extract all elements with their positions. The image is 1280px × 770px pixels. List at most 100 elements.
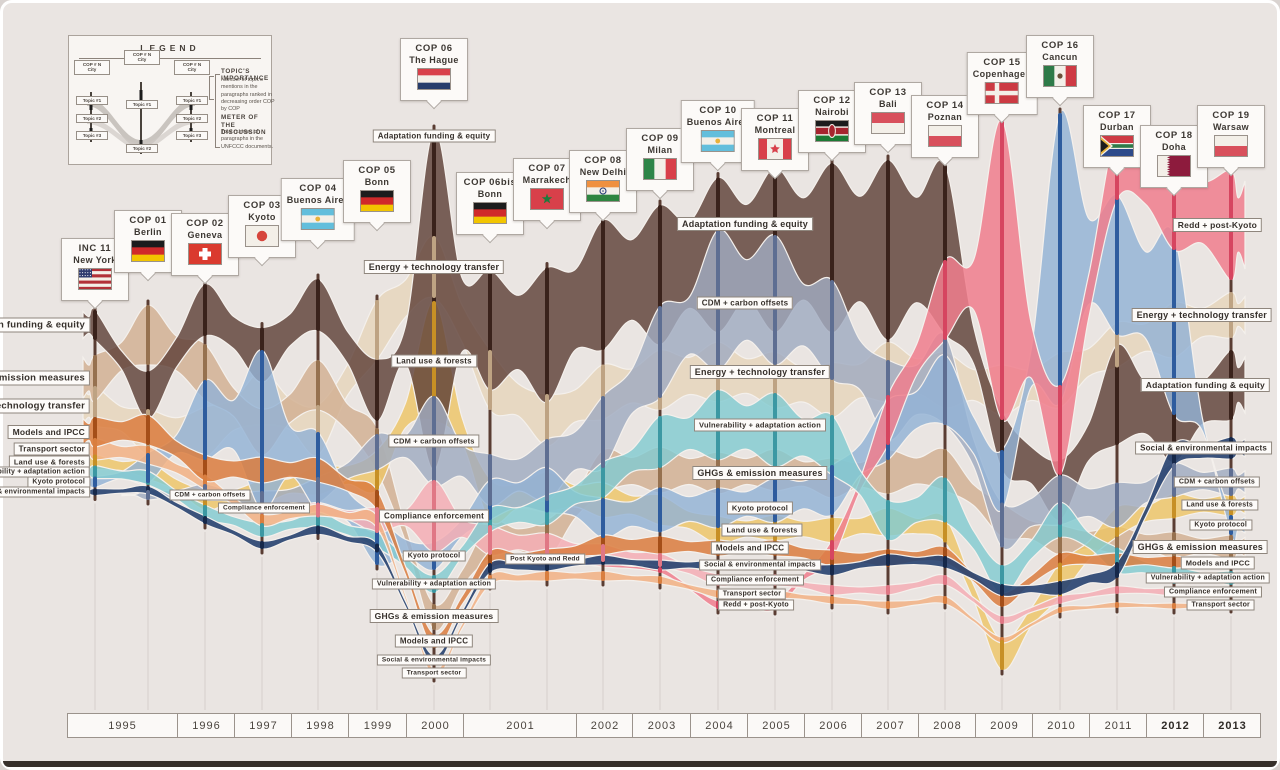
- legend-importance-text: Number of topic's mentions in the paragr…: [221, 77, 275, 113]
- topic-label: Transport sector: [401, 667, 467, 679]
- legend-bracket-importance: [209, 76, 214, 100]
- topic-label: Transport sector: [13, 442, 90, 456]
- topic-label: Social & environmental impacts: [1135, 441, 1272, 455]
- cop-city: Milan: [647, 145, 673, 155]
- axis-year-1998: 1998: [291, 714, 349, 737]
- cop-number: COP 04: [299, 183, 337, 194]
- topic-label: GHGs & emission measures: [0, 370, 90, 386]
- cop-number: COP 02: [186, 218, 224, 229]
- legend-mini-topic-box: Topic #1: [76, 96, 108, 106]
- cop-callout-cop18: COP 18 Doha: [1140, 125, 1208, 196]
- topic-label: Social & environmental impacts: [699, 559, 821, 571]
- flag-it-icon: [643, 158, 678, 180]
- topic-label: GHGs & emission measures: [369, 609, 499, 623]
- legend-mini-topic-box: Topic #1: [176, 96, 208, 106]
- cop-number: COP 06bis: [463, 177, 517, 188]
- cop-city: New Delhi: [579, 167, 627, 177]
- cop-number: COP 08: [584, 155, 622, 166]
- axis-year-2010: 2010: [1032, 714, 1090, 737]
- axis-year-2001: 2001: [463, 714, 577, 737]
- cop-city: Warsaw: [1212, 122, 1250, 132]
- topic-label: Land use & forests: [721, 523, 803, 537]
- flag-de-icon: [473, 202, 507, 225]
- cop-number: COP 09: [641, 133, 679, 144]
- axis-year-2000: 2000: [406, 714, 464, 737]
- legend-bracket-meter: [215, 74, 220, 148]
- flag-ma-icon: [530, 188, 564, 210]
- topic-label: Energy + technology transfer: [689, 365, 831, 379]
- cop-callout-cop06bis: COP 06bis Bonn: [456, 172, 524, 243]
- topic-label: CDM + carbon offsets: [169, 489, 251, 501]
- cop-callout-cop05: COP 05 Bonn: [343, 160, 411, 231]
- cop-city: Nairobi: [815, 107, 849, 117]
- topic-label: Kyoto protocol: [402, 550, 466, 562]
- topic-label: Social & environmental impacts: [0, 486, 90, 498]
- flag-nl-icon: [417, 68, 451, 91]
- cop-number: COP 03: [243, 200, 281, 211]
- cop-city: Bali: [878, 99, 898, 109]
- axis-year-2002: 2002: [576, 714, 633, 737]
- cop-city: Doha: [1161, 142, 1187, 152]
- axis-year-2006: 2006: [804, 714, 862, 737]
- topic-label: GHGs & emission measures: [1132, 540, 1268, 554]
- bottom-edge-strip: [3, 761, 1277, 767]
- topic-label: GHGs & emission measures: [692, 466, 828, 480]
- topic-label: CDM + carbon offsets: [388, 434, 480, 448]
- topic-label: Kyoto protocol: [726, 501, 794, 515]
- flag-mx-icon: [1043, 65, 1078, 87]
- legend-meter-title: METER OF THE DISCUSSION: [221, 114, 267, 137]
- flag-ar-icon: [700, 130, 735, 153]
- cop-callout-cop14: COP 14 Poznan: [911, 95, 979, 166]
- flag-pl-icon: [928, 125, 962, 148]
- legend-importance-title: TOPIC'S IMPORTANCE: [221, 68, 269, 82]
- topic-label: Compliance enforcement: [1163, 586, 1262, 598]
- cop-number: COP 12: [813, 95, 851, 106]
- cop-city: New York: [73, 255, 117, 265]
- axis-year-2005: 2005: [747, 714, 805, 737]
- year-axis: 1995 1996 1997 1998 1999 2000 2001 2002 2003 2004…: [67, 713, 1261, 738]
- axis-year-1997: 1997: [234, 714, 292, 737]
- flag-us-icon: [78, 268, 112, 291]
- cop-city: Cancun: [1042, 52, 1078, 62]
- cop-callout-cop11: COP 11 Montreal: [741, 108, 809, 179]
- flag-qa-icon: [1157, 155, 1191, 177]
- flag-in-icon: [586, 180, 620, 203]
- cop-callout-cop01: COP 01 Berlin: [114, 210, 182, 281]
- axis-year-2009: 2009: [975, 714, 1033, 737]
- axis-year-2011: 2011: [1089, 714, 1147, 737]
- flag-ca-icon: [758, 138, 792, 160]
- cop-number: COP 13: [869, 87, 907, 98]
- flag-id-icon: [871, 112, 905, 135]
- legend-box: LEGEND COP # N City COP # N City COP # N City…: [68, 35, 275, 165]
- topic-label: Compliance enforcement: [705, 574, 805, 586]
- topic-label: Redd + post-Kyoto: [718, 599, 794, 611]
- topic-label: Transport sector: [1186, 599, 1255, 611]
- topic-label: Energy + technology transfer: [363, 260, 505, 274]
- legend-mini-cop-box: COP # N City: [174, 60, 210, 75]
- cop-callout-cop16: COP 16 Cancun: [1026, 35, 1094, 106]
- cop-callout-cop17: COP 17 Durban: [1083, 105, 1151, 176]
- cop-number: COP 16: [1041, 40, 1079, 51]
- cop-city: Marrakech: [522, 175, 572, 185]
- topic-label: Vulnerability + adaptation action: [371, 578, 497, 590]
- flag-ar-icon: [300, 208, 335, 231]
- topic-label: CDM + carbon offsets: [1173, 476, 1260, 488]
- flag-de-icon: [360, 190, 394, 213]
- topic-label: Transport sector: [717, 588, 787, 600]
- cop-number: COP 15: [983, 57, 1021, 68]
- topic-label: Compliance enforcement: [379, 509, 489, 523]
- topic-label: Models and IPCC: [394, 634, 474, 648]
- topic-label: Models and IPCC: [710, 541, 790, 555]
- cop-city: Bonn: [364, 177, 390, 187]
- cop-callout-cop02: COP 02 Geneva: [171, 213, 239, 284]
- cop-city: Durban: [1100, 122, 1134, 132]
- topic-label: Vulnerability + adaptation action: [1145, 572, 1270, 584]
- cop-city: The Hague: [409, 55, 459, 65]
- topic-label: Compliance enforcement: [217, 502, 311, 514]
- legend-mini-topic-box: Topic #3: [176, 131, 208, 141]
- cop-number: COP 06: [415, 43, 453, 54]
- cop-number: COP 05: [358, 165, 396, 176]
- axis-year-2003: 2003: [632, 714, 691, 737]
- topic-label: Post Kyoto and Redd: [505, 553, 585, 565]
